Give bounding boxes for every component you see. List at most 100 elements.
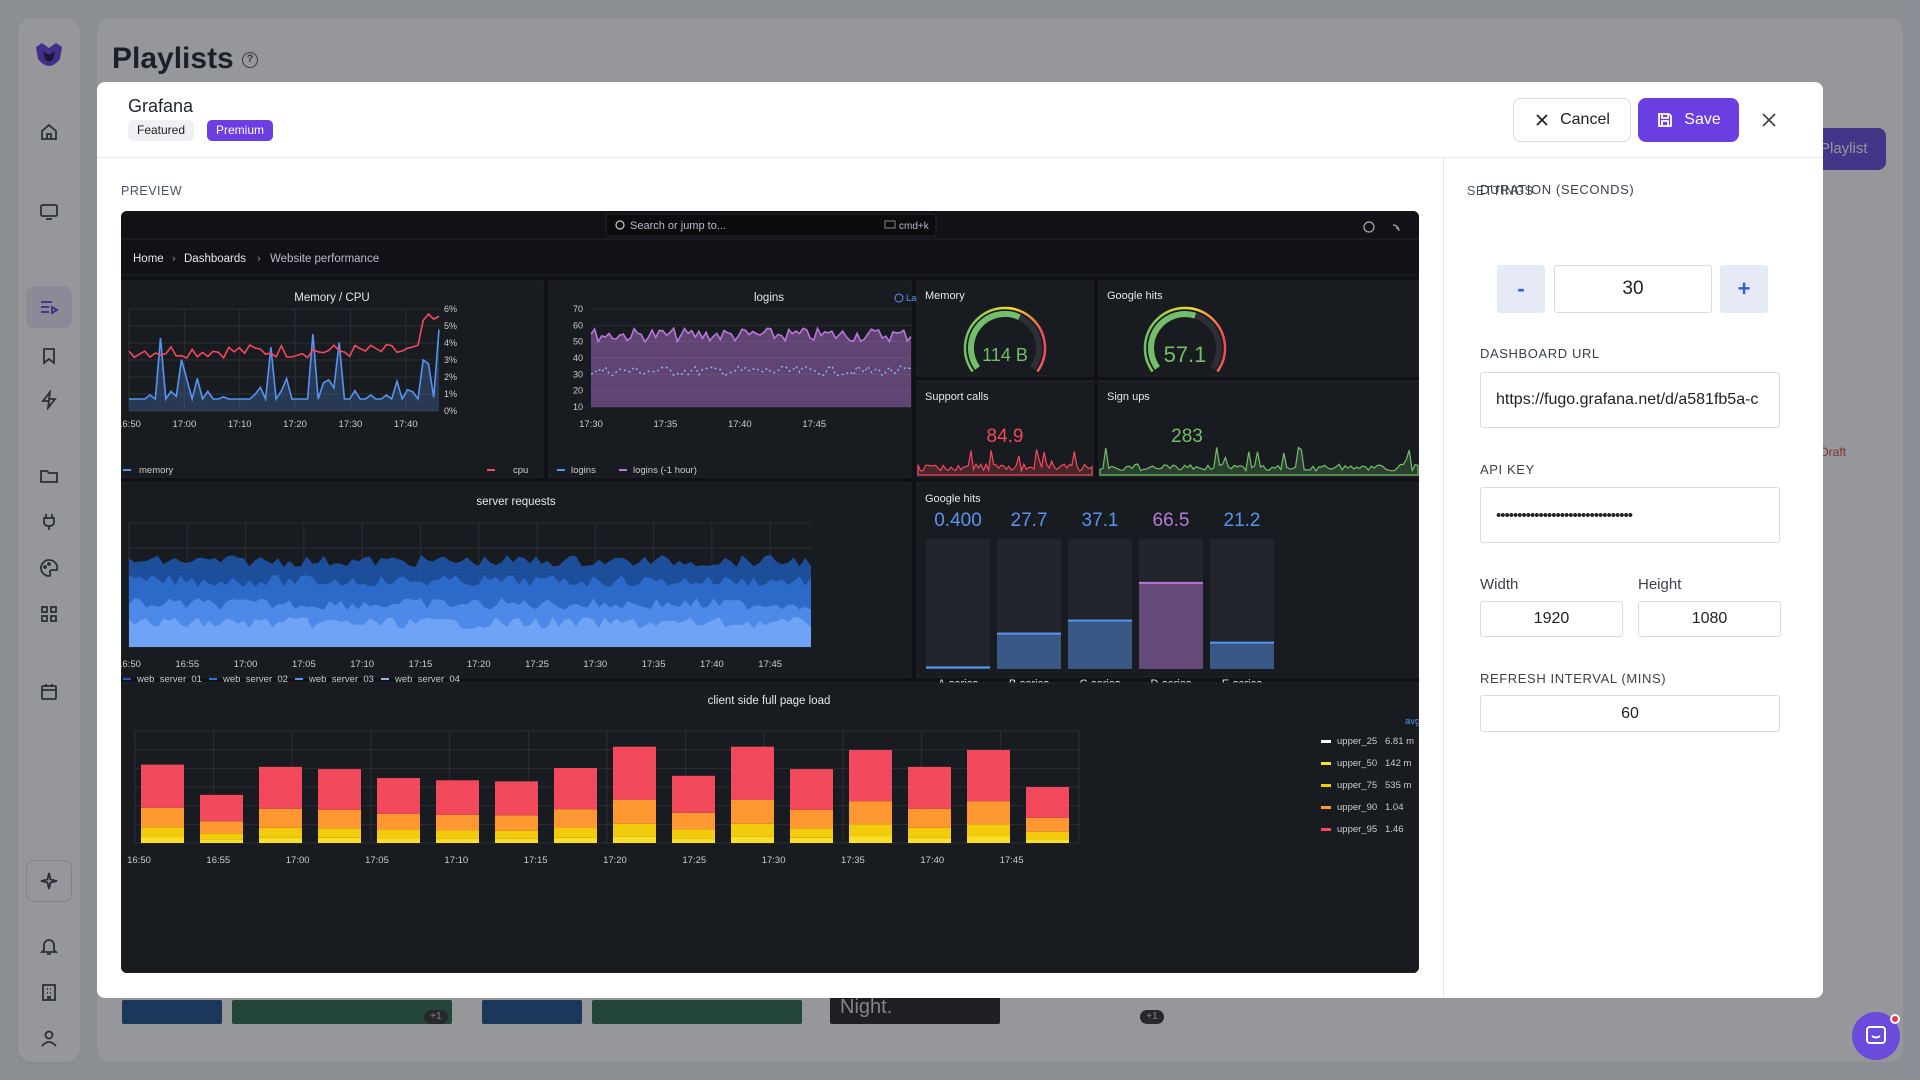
gauge-value: 114 B <box>982 345 1028 365</box>
stacked-bar-segment <box>259 766 302 809</box>
playlists-icon[interactable] <box>26 286 72 328</box>
cancel-button[interactable]: Cancel <box>1513 98 1631 142</box>
x-tick-label: 17:25 <box>682 855 706 866</box>
gauge-value: 57.1 <box>1164 342 1207 367</box>
y-tick-label: 5% <box>444 321 457 331</box>
bar-value: 66.5 <box>1153 510 1190 531</box>
y-tick-label: 40 <box>573 353 583 363</box>
home-icon[interactable] <box>37 120 61 144</box>
panel-google-hits-bars: Google hits 0.400A-series27.7B-series37.… <box>916 482 1419 690</box>
x-tick-label: 17:15 <box>409 659 433 670</box>
building-icon[interactable] <box>37 980 61 1004</box>
stacked-bar-segment <box>731 836 774 843</box>
notification-dot <box>1890 1014 1900 1024</box>
stacked-bar-segment <box>790 837 833 843</box>
panel-support-calls: Support calls 84.9 <box>916 380 1094 478</box>
api-key-label: API KEY <box>1480 462 1535 477</box>
panel-sign-ups: Sign ups 283 <box>1098 380 1419 478</box>
legend-label: web_server_03 <box>308 674 374 685</box>
bar-cap <box>1139 581 1203 584</box>
bookmark-icon[interactable] <box>37 344 61 368</box>
folder-icon[interactable] <box>37 464 61 488</box>
thumbnail <box>232 1000 452 1024</box>
stacked-bar-segment <box>967 824 1010 837</box>
cancel-label: Cancel <box>1560 111 1610 128</box>
y-tick-label: 30 <box>573 369 583 379</box>
calendar-icon[interactable] <box>37 680 61 704</box>
stacked-bar-segment <box>790 809 833 829</box>
bar-value: 21.2 <box>1224 510 1261 531</box>
ai-sparkle-icon[interactable] <box>26 860 72 902</box>
thumbnail <box>482 1000 582 1024</box>
stacked-bar-segment <box>790 769 833 810</box>
panel-server-requests: server requests 16:50 16:55 17:00 17:05 17:1… <box>121 482 912 685</box>
legend-label: web_server_02 <box>222 674 288 685</box>
plug-icon[interactable] <box>37 510 61 534</box>
bar-cap <box>997 632 1061 635</box>
bar <box>1068 619 1132 669</box>
panel-page-load: client side full page load 16:50 16:55 17:… <box>121 682 1419 973</box>
stacked-bar-segment <box>554 827 597 838</box>
legend-memory: memory <box>139 465 174 476</box>
duration-increment-button[interactable]: + <box>1720 265 1768 313</box>
stacked-bar-segment <box>377 813 420 831</box>
bell-icon[interactable] <box>37 934 61 958</box>
x-tick-label: 17:00 <box>234 659 258 670</box>
apps-grid-icon[interactable] <box>37 602 61 626</box>
help-icon[interactable]: ? <box>242 52 258 68</box>
x-tick-label: 17:00 <box>286 855 310 866</box>
stacked-bar-segment <box>318 809 361 829</box>
legend-logins-1h: logins (-1 hour) <box>633 465 697 476</box>
stacked-bar-segment <box>613 746 656 800</box>
palette-icon[interactable] <box>37 556 61 580</box>
stacked-bar-segment <box>672 775 715 813</box>
stacked-bar-segment <box>613 823 656 837</box>
stacked-bar-segment <box>436 830 479 839</box>
width-label: Width <box>1480 576 1519 593</box>
height-label: Height <box>1638 576 1682 593</box>
x-tick-label: 16:50 <box>121 659 141 670</box>
stacked-bar-segment <box>554 837 597 843</box>
legend-value: 535 m <box>1385 780 1411 791</box>
refresh-interval-input[interactable]: 60 <box>1480 695 1780 732</box>
y-tick-label: 2% <box>444 372 457 382</box>
stat-value: 84.9 <box>987 426 1024 447</box>
app-logo-icon[interactable] <box>31 38 67 74</box>
panel-title: Memory / CPU <box>294 292 369 304</box>
more-badge: +1 <box>1140 1010 1164 1024</box>
api-key-input[interactable]: •••••••••••••••••••••••••••••••• <box>1480 487 1780 543</box>
dashboard-url-input[interactable]: https://fugo.grafana.net/d/a581fb5a-c <box>1480 372 1780 428</box>
x-tick-label: 17:30 <box>762 855 786 866</box>
stacked-bar-segment <box>908 766 951 809</box>
legend-label: upper_75 <box>1337 780 1377 791</box>
close-icon[interactable] <box>1757 108 1781 132</box>
width-input[interactable]: 1920 <box>1480 601 1623 637</box>
grafana-rss-icon <box>1392 224 1400 232</box>
bar-background <box>997 539 1061 669</box>
stacked-bar-segment <box>554 809 597 828</box>
x-tick-label: 17:40 <box>700 659 724 670</box>
stacked-bar-segment <box>731 799 774 824</box>
user-icon[interactable] <box>37 1026 61 1050</box>
stacked-bar-segment <box>672 812 715 830</box>
dashboard-url-label: DASHBOARD URL <box>1480 346 1600 361</box>
y-tick-label: 60 <box>573 320 583 330</box>
stacked-bar-segment <box>731 823 774 837</box>
duration-input[interactable]: 30 <box>1554 265 1712 313</box>
bar-cap <box>926 666 990 669</box>
duration-decrement-button[interactable]: - <box>1497 265 1545 313</box>
stacked-bar-segment <box>967 801 1010 825</box>
stacked-bar-segment <box>967 750 1010 802</box>
screens-icon[interactable] <box>37 200 61 224</box>
save-button[interactable]: Save <box>1638 98 1739 142</box>
page-title: Playlists <box>112 42 234 75</box>
height-input[interactable]: 1080 <box>1638 601 1781 637</box>
lightning-icon[interactable] <box>37 388 61 412</box>
more-badge: +1 <box>424 1010 448 1024</box>
legend-swatch <box>1321 784 1331 787</box>
stacked-bar-segment <box>318 837 361 843</box>
breadcrumb-home: Home <box>133 253 164 265</box>
stacked-bar-segment <box>849 836 892 843</box>
bar-background <box>926 539 990 669</box>
